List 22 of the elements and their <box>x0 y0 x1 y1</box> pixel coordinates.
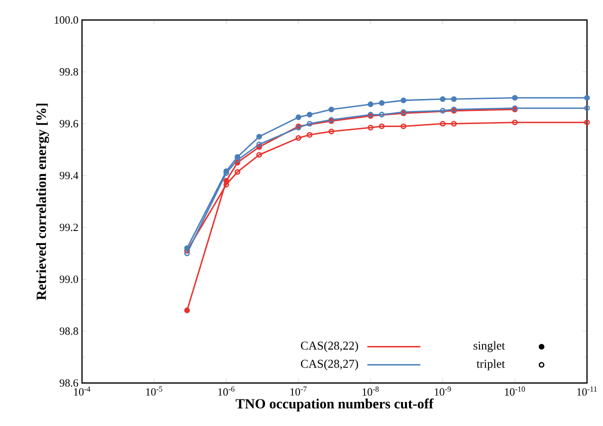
x-tick-label: 10$^{-4}$ <box>74 386 90 396</box>
y-tick-label: 99.2 <box>60 224 78 232</box>
y-tick-label: 99.4 <box>60 172 78 180</box>
x-tick-label: 10$^{-6}$ <box>218 386 234 396</box>
y-tick-label: 100.0 <box>54 16 78 24</box>
y-tick-label: 99.8 <box>60 68 78 76</box>
x-tick-label: 10$^{-8}$ <box>362 386 379 396</box>
annotation: triplet <box>476 359 505 370</box>
y-tick-label: 99.6 <box>60 120 78 128</box>
x-tick-label: 10$^{-9}$ <box>434 386 451 396</box>
y-axis-title: Retrieved correlation energy [%] <box>36 104 49 300</box>
legend-label: CAS(28,22) <box>300 341 358 352</box>
x-tick-label: 10$^{-11}$ <box>577 386 597 396</box>
annotation: singlet <box>474 341 505 352</box>
x-tick-label: 10$^{-10}$ <box>504 386 525 396</box>
y-tick-label: 99.0 <box>60 276 78 284</box>
x-tick-label: 10$^{-5}$ <box>146 386 162 396</box>
y-tick-label: 98.8 <box>60 327 78 335</box>
y-tick-label: 98.6 <box>60 379 78 387</box>
x-tick-label: 10$^{-7}$ <box>290 386 307 396</box>
x-axis-title: TNO occupation numbers cut-off <box>236 398 434 412</box>
legend-label: CAS(28,27) <box>300 359 358 370</box>
